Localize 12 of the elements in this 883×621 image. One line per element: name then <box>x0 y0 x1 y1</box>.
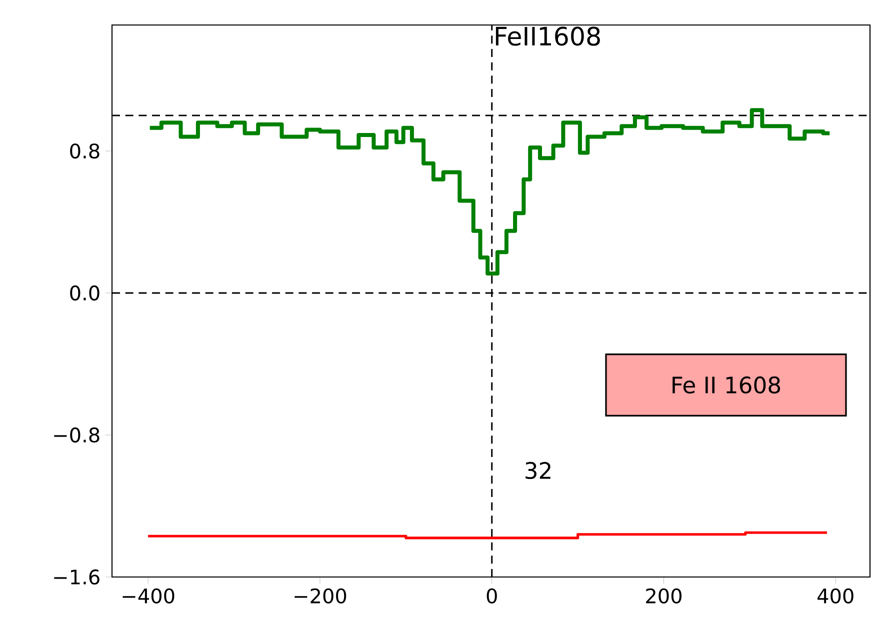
x-tick-label: −200 <box>294 588 346 604</box>
x-tick-label: 400 <box>818 588 854 604</box>
annotation: Fe II 1608 <box>672 376 780 394</box>
y-tick-label: 0.8 <box>70 143 100 159</box>
annotation: 32 <box>526 462 550 480</box>
chart-title: FeII1608 <box>496 26 600 46</box>
x-tick-label: −400 <box>122 588 174 604</box>
y-tick-label: −1.6 <box>54 569 100 585</box>
x-tick-label: 200 <box>646 588 682 604</box>
x-tick-label: 0 <box>486 588 497 604</box>
y-tick-label: −0.8 <box>54 427 100 443</box>
y-tick-label: 0.0 <box>70 285 100 301</box>
